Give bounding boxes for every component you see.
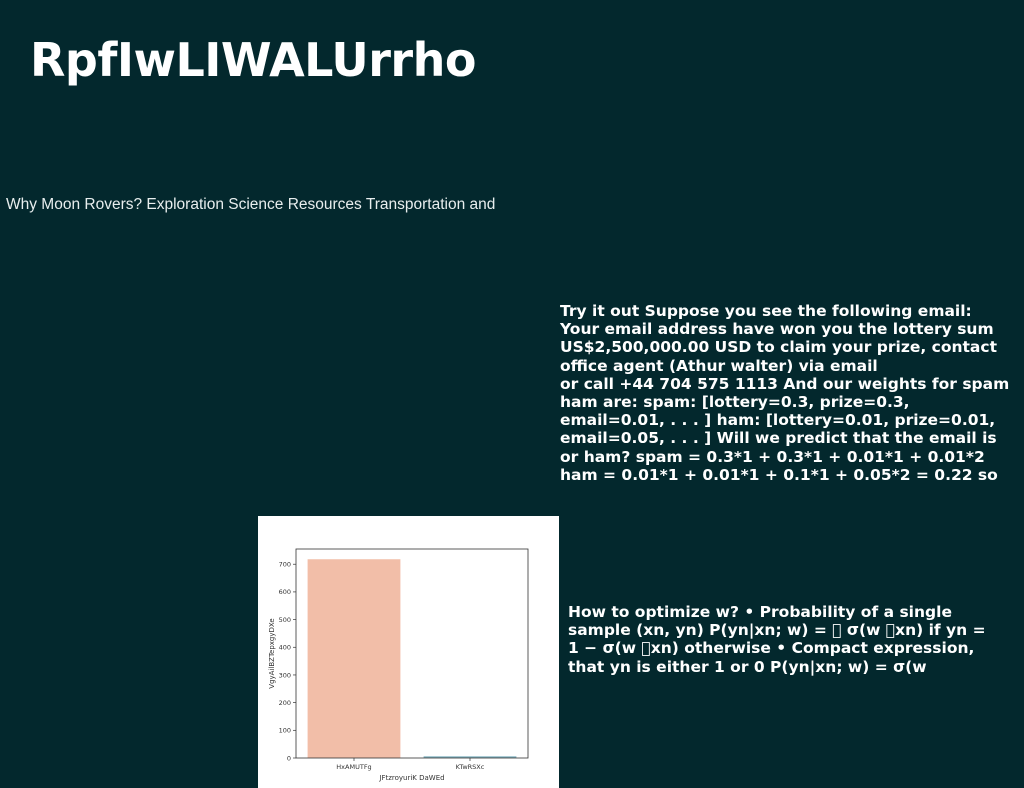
text-line: that yn is either 1 or 0 P(yn|xn; w) = σ… — [568, 658, 986, 676]
y-tick-label: 700 — [279, 561, 291, 569]
text-line: US$2,500,000.00 USD to claim your prize,… — [560, 338, 1009, 356]
y-tick-label: 100 — [279, 727, 291, 735]
x-axis-label: JFtzroyuriK DaWEd — [378, 774, 444, 782]
slide-title: RpfIwLIWALUrrho — [30, 30, 476, 90]
text-line: 1 − σ(w  xn) otherwise • Compact express… — [568, 639, 986, 657]
text-line: Try it out Suppose you see the following… — [560, 302, 1009, 320]
text-line: Your email address have won you the lott… — [560, 320, 1009, 338]
y-tick-label: 300 — [279, 671, 291, 679]
text-line: How to optimize w? • Probability of a si… — [568, 603, 986, 621]
bar-chart-svg: HxAMUTFg KTwRSXc 0 100 200 300 400 500 600 700 JFt… — [258, 516, 559, 788]
y-tick-label: 500 — [279, 616, 291, 624]
optimize-w-text: How to optimize w? • Probability of a si… — [568, 603, 986, 676]
text-line: email=0.01, . . . ] ham: [lottery=0.01, … — [560, 411, 1009, 429]
y-tick-label: 200 — [279, 699, 291, 707]
text-line: ham are: spam: [lottery=0.3, prize=0.3, — [560, 393, 1009, 411]
text-line: or call +44 704 575 1113 And our weights… — [560, 375, 1009, 393]
email-example-text: Try it out Suppose you see the following… — [560, 302, 1009, 484]
slide-subtitle: Why Moon Rovers? Exploration Science Res… — [6, 196, 495, 214]
text-line: or ham? spam = 0.3*1 + 0.3*1 + 0.01*1 + … — [560, 448, 1009, 466]
x-tick-label: KTwRSXc — [456, 763, 485, 771]
bar — [308, 559, 401, 758]
text-line: ham = 0.01*1 + 0.01*1 + 0.1*1 + 0.05*2 =… — [560, 466, 1009, 484]
y-tick-label: 600 — [279, 588, 291, 596]
y-tick-label: 0 — [287, 754, 291, 762]
x-tick-label: HxAMUTFg — [336, 763, 371, 771]
text-line: office agent (Athur walter) via email — [560, 357, 1009, 375]
y-axis-label: VgyAilBZTepxgyDXe — [268, 618, 276, 688]
bar-chart: HxAMUTFg KTwRSXc 0 100 200 300 400 500 600 700 JFt… — [258, 516, 559, 788]
y-tick-label: 400 — [279, 644, 291, 652]
text-line: sample (xn, yn) P(yn|xn; w) =   σ(w  xn)… — [568, 621, 986, 639]
text-line: email=0.05, . . . ] Will we predict that… — [560, 429, 1009, 447]
